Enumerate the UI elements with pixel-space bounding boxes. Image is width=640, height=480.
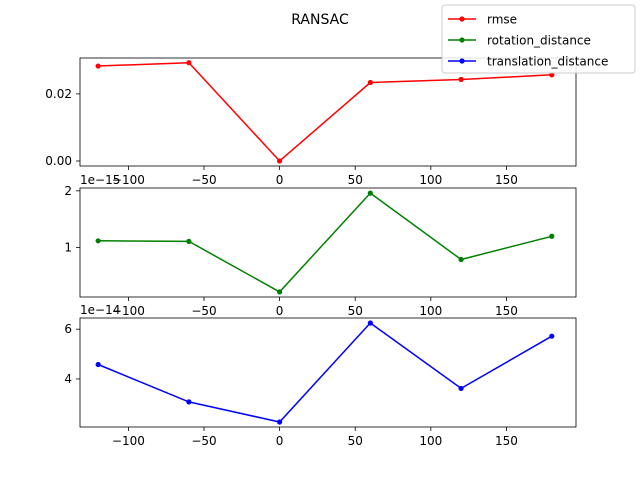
- y-tick-label: 4: [64, 372, 72, 386]
- data-point: [458, 256, 464, 263]
- x-tick-label: 50: [348, 173, 363, 187]
- legend-marker: [459, 37, 465, 43]
- legend-entry-label: translation_distance: [487, 55, 608, 69]
- x-tick-label: −100: [112, 173, 145, 187]
- chart-title: RANSAC: [291, 12, 349, 28]
- legend-box: [441, 4, 636, 74]
- subplot-2: −100 −50 0 50 100 150 1 2 1e−15: [64, 173, 577, 318]
- data-point: [277, 158, 283, 164]
- y-tick-label: 2: [64, 184, 72, 198]
- y-tick-label: 1: [64, 241, 72, 255]
- x-tick-label: 100: [419, 434, 442, 448]
- series-line-rotation_distance: [98, 192, 552, 293]
- x-tick-label: 150: [495, 304, 518, 318]
- x-tick-label: 150: [495, 434, 518, 448]
- y-tick-label: 0.02: [45, 87, 72, 101]
- x-tick-label: −50: [191, 434, 216, 448]
- data-point: [367, 320, 373, 326]
- x-tick-label: −100: [112, 434, 145, 448]
- data-point: [186, 238, 192, 244]
- x-tick-label: −50: [191, 304, 216, 318]
- y-offset-label: 1e−14: [80, 303, 120, 317]
- data-point: [95, 361, 101, 368]
- x-tick-label: 0: [276, 434, 284, 448]
- data-point: [549, 233, 555, 239]
- axes-frame: [79, 187, 577, 298]
- x-tick-label: 0: [276, 304, 284, 318]
- series-line-rmse: [98, 61, 552, 163]
- y-tick-label: 0.00: [45, 154, 72, 168]
- legend-marker: [459, 58, 465, 64]
- x-tick-label: 150: [495, 173, 518, 187]
- data-point: [277, 419, 283, 425]
- legend-entry-label: rotation_distance: [487, 34, 591, 48]
- axes-frame: [79, 317, 577, 428]
- data-point: [277, 289, 283, 295]
- x-tick-label: 0: [276, 173, 284, 187]
- data-point: [549, 333, 555, 339]
- x-tick-label: 100: [419, 173, 442, 187]
- x-tick-label: 50: [348, 434, 363, 448]
- x-tick-label: −50: [191, 173, 216, 187]
- subplot-3: −100 −50 0 50 100 150 4 6 1e−14: [64, 303, 577, 448]
- data-point: [367, 79, 373, 86]
- data-point: [95, 238, 101, 244]
- legend-entry-label: rmse: [487, 13, 517, 27]
- legend-marker: [459, 16, 465, 22]
- y-offset-label: 1e−15: [80, 173, 120, 187]
- subplot-1: −100 −50 0 50 100 150 0.00 0.02: [45, 57, 577, 187]
- data-point: [458, 385, 464, 392]
- data-point: [458, 76, 464, 83]
- legend: rmse rotation_distance translation_distanc…: [441, 4, 636, 74]
- x-tick-label: 100: [419, 304, 442, 318]
- x-tick-label: 50: [348, 304, 363, 318]
- data-point: [367, 190, 373, 196]
- y-tick-label: 6: [64, 322, 72, 336]
- series-line-translation_distance: [97, 322, 553, 423]
- x-tick-label: −100: [112, 304, 145, 318]
- data-point: [186, 399, 192, 405]
- data-point: [95, 63, 101, 69]
- data-point: [186, 60, 192, 66]
- axes-frame: [79, 57, 577, 167]
